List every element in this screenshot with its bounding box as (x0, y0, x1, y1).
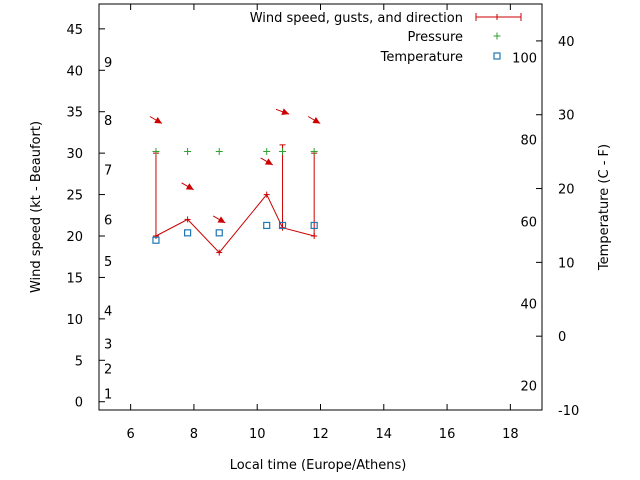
y-tick-label: 45 (66, 23, 83, 38)
y-tick-label: 5 (75, 354, 83, 369)
y-tick-label: 30 (66, 147, 83, 162)
beaufort-label: 2 (104, 363, 112, 378)
wind-direction-arrowhead (312, 116, 321, 124)
y2-tick-label: -10 (558, 404, 579, 419)
x-tick-label: 12 (312, 427, 329, 442)
x-tick-label: 16 (439, 427, 456, 442)
y2-tick-label: 0 (558, 330, 566, 345)
wind-direction-arrowhead (185, 183, 194, 190)
fahrenheit-label: 60 (520, 215, 537, 230)
y-tick-label: 15 (66, 271, 83, 286)
y2-tick-label: 40 (558, 35, 575, 50)
y-tick-label: 20 (66, 230, 83, 245)
y-tick-label: 10 (66, 313, 83, 328)
legend-label-temperature: Temperature (380, 50, 463, 65)
y2-tick-label: 10 (558, 256, 575, 271)
temperature-point (152, 236, 160, 244)
x-tick-label: 8 (190, 427, 198, 442)
beaufort-label: 5 (104, 255, 112, 270)
axis-ticks: 6 8 10 12 14 16 18051015202530354045-100102030… (66, 4, 579, 442)
beaufort-label: 7 (104, 164, 112, 179)
beaufort-label: 6 (104, 213, 112, 228)
plot-area (149, 108, 321, 256)
wind-direction-arrowhead (264, 158, 273, 165)
wind-direction-arrowhead (217, 216, 226, 223)
x-tick-label: 14 (376, 427, 393, 442)
x-tick-label: 18 (502, 427, 519, 442)
legend-label-wind: Wind speed, gusts, and direction (250, 11, 463, 26)
temperature-point (184, 229, 192, 237)
beaufort-label: 9 (104, 56, 112, 71)
y-tick-label: 40 (66, 64, 83, 79)
fahrenheit-label: 20 (520, 379, 537, 394)
fahrenheit-label: 80 (520, 133, 537, 148)
y-tick-label: 25 (66, 189, 83, 204)
y2-axis-label: Temperature (C - F) (597, 144, 612, 271)
x-axis-label: Local time (Europe/Athens) (230, 458, 407, 473)
fahrenheit-label: 40 (520, 297, 537, 312)
wind-speed-line (155, 193, 315, 254)
legend-label-pressure: Pressure (407, 30, 463, 45)
temperature-point (278, 221, 287, 230)
y-axis-label: Wind speed (kt - Beaufort) (29, 121, 44, 293)
plot-frame (98, 3, 543, 411)
beaufort-label: 3 (104, 338, 112, 353)
y2-tick-label: 20 (558, 183, 575, 198)
y2-tick-label: 30 (558, 109, 575, 124)
legend-swatch-temperature (493, 52, 501, 60)
beaufort-label: 1 (104, 387, 112, 402)
wind-direction-arrowhead (154, 116, 163, 124)
temperature-point (215, 229, 223, 237)
temperature-point (263, 221, 271, 230)
beaufort-label: 4 (104, 305, 112, 320)
x-tick-label: 6 (127, 427, 135, 442)
legend: Wind speed, gusts, and direction Pressure… (250, 11, 522, 65)
wind-direction-arrowhead (281, 108, 290, 116)
y-tick-label: 0 (75, 396, 83, 411)
fahrenheit-label: 100 (512, 51, 537, 66)
y-tick-label: 35 (66, 106, 83, 121)
beaufort-label: 8 (104, 114, 112, 129)
temperature-point (310, 221, 318, 230)
x-tick-label: 10 (249, 427, 266, 442)
